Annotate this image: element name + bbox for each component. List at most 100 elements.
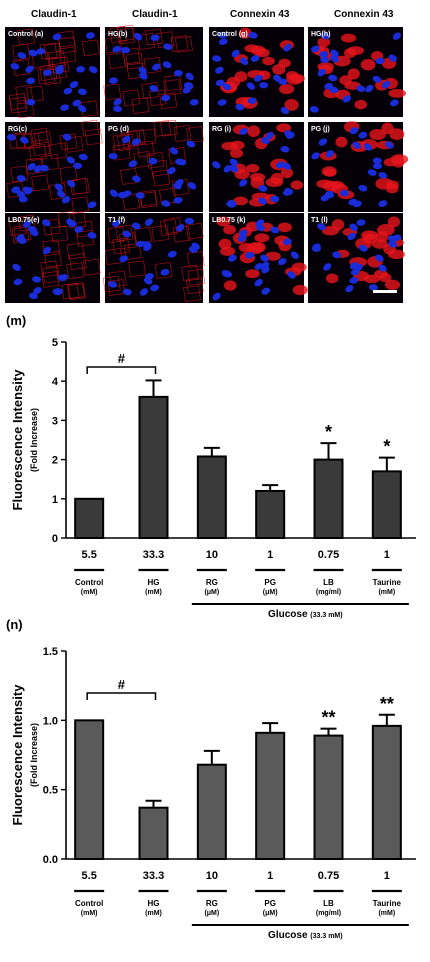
- connexin-stain: [276, 123, 292, 133]
- cell-border: [67, 282, 85, 300]
- nucleus: [29, 229, 39, 237]
- nucleus: [228, 254, 237, 262]
- nucleus: [229, 158, 239, 166]
- nucleus: [108, 281, 118, 288]
- nucleus: [363, 143, 372, 151]
- nucleus: [212, 161, 221, 169]
- nucleus: [284, 130, 294, 137]
- nucleus: [215, 66, 224, 74]
- connexin-stain: [386, 180, 399, 190]
- nucleus: [16, 190, 26, 198]
- nucleus: [358, 244, 368, 252]
- nucleus: [325, 191, 334, 199]
- group-name: PG: [264, 899, 276, 908]
- connexin-stain: [339, 75, 352, 86]
- nucleus: [317, 223, 326, 231]
- nucleus: [149, 84, 159, 92]
- group-unit: (mM): [145, 589, 162, 596]
- cell-border: [151, 225, 170, 242]
- nucleus: [66, 156, 76, 164]
- nucleus: [185, 72, 194, 81]
- nucleus: [67, 220, 77, 227]
- nucleus: [349, 127, 359, 135]
- nucleus: [28, 49, 38, 57]
- group-name: PG: [264, 578, 276, 587]
- group-name: RG: [206, 899, 218, 908]
- nucleus: [135, 192, 145, 199]
- nucleus: [275, 161, 285, 169]
- connexin-stain: [326, 273, 339, 284]
- nucleus: [42, 69, 52, 76]
- nucleus: [177, 158, 187, 166]
- nucleus: [235, 103, 245, 111]
- nucleus: [324, 82, 334, 90]
- category-label: 1: [384, 549, 390, 561]
- connexin-stain: [277, 222, 292, 233]
- nucleus: [78, 104, 87, 113]
- cell-border: [123, 243, 142, 260]
- connexin-stain: [369, 128, 386, 141]
- nucleus: [311, 245, 321, 252]
- group-name: Taurine: [373, 578, 402, 587]
- nucleus: [239, 179, 248, 187]
- column-header: Connexin 43: [230, 9, 290, 20]
- nucleus: [222, 83, 232, 91]
- panel-label: T1 (f): [108, 217, 125, 224]
- cell-border: [32, 139, 51, 156]
- nucleus: [20, 136, 29, 144]
- cell-border: [22, 132, 41, 150]
- bar: [313, 734, 344, 860]
- cell-border: [164, 74, 183, 92]
- bracket-label: #: [118, 351, 126, 366]
- bar: [313, 458, 344, 540]
- nucleus: [375, 57, 385, 65]
- category-label: 33.3: [143, 870, 164, 882]
- nucleus: [73, 162, 83, 170]
- cell-border: [139, 189, 158, 207]
- panel-label: RG(c): [8, 126, 27, 133]
- nucleus: [388, 240, 397, 248]
- bar: [138, 806, 169, 861]
- glucose-unit: (33.3 mM): [310, 612, 342, 619]
- nucleus: [342, 95, 352, 103]
- cell-border: [143, 56, 162, 74]
- cell-border: [186, 251, 205, 268]
- nucleus: [119, 255, 129, 263]
- connexin-stain: [216, 216, 231, 227]
- nucleus: [365, 84, 374, 93]
- bar: [74, 497, 105, 539]
- nucleus: [142, 241, 152, 248]
- cell-border: [156, 31, 175, 49]
- nucleus: [283, 43, 292, 52]
- connexin-stain: [284, 99, 299, 111]
- nucleus: [287, 271, 296, 279]
- y-tick-label: 0: [52, 533, 58, 545]
- nucleus: [258, 185, 268, 192]
- nucleus: [23, 220, 32, 228]
- panel-label: (n): [6, 617, 23, 632]
- connexin-stain: [379, 273, 392, 283]
- glucose-label: Glucose (33.3 mM): [268, 609, 343, 620]
- cell-border: [122, 193, 140, 211]
- y-tick-label: 2: [52, 455, 58, 467]
- nucleus: [122, 135, 131, 144]
- connexin-stain: [343, 48, 357, 59]
- nucleus: [325, 150, 334, 158]
- nucleus: [136, 240, 146, 248]
- category-label: 5.5: [82, 549, 97, 561]
- nucleus: [109, 189, 118, 198]
- nucleus: [349, 223, 358, 231]
- y-tick-label: 0.0: [43, 854, 58, 866]
- cell-border: [181, 264, 200, 282]
- chart-n: (n) 0.0 0.5 1.0 1.5 Fluorescence Intensity (Fo…: [6, 617, 416, 941]
- cell-border: [128, 260, 146, 278]
- nucleus: [323, 263, 332, 271]
- nucleus: [372, 75, 382, 83]
- cell-border: [59, 133, 78, 151]
- nucleus: [148, 157, 158, 165]
- category-label: 33.3: [143, 549, 164, 561]
- connexin-stain: [251, 242, 266, 253]
- cell-border: [31, 174, 50, 192]
- connexin-stain: [292, 284, 308, 296]
- nucleus: [378, 264, 387, 272]
